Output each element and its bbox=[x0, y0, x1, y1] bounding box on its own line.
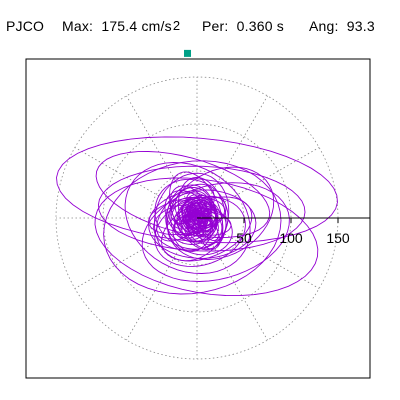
trace-loop bbox=[165, 192, 219, 245]
grid-spoke-120 bbox=[126, 95, 198, 219]
angle-readout: Ang: 93.3 bbox=[309, 18, 375, 34]
trace-loop bbox=[173, 215, 204, 239]
radial-tick-label-50: 50 bbox=[236, 230, 252, 246]
chart-header: PJCO Max: 175.4 cm/s 2 Per: 0.360 s Ang: … bbox=[0, 18, 400, 44]
max-unit-exponent: 2 bbox=[172, 18, 181, 33]
trace-loop bbox=[141, 182, 290, 282]
trace-loop bbox=[166, 166, 275, 260]
trace-loop bbox=[97, 165, 306, 252]
trace-loop bbox=[176, 200, 203, 237]
period-readout: Per: 0.360 s bbox=[202, 18, 284, 34]
max-readout: Max: 175.4 cm/s 2 bbox=[62, 18, 180, 34]
max-label: Max: bbox=[62, 18, 94, 34]
grid-spoke-240 bbox=[126, 217, 198, 341]
angle-value: 93.3 bbox=[346, 18, 375, 34]
trace-loop bbox=[95, 151, 271, 238]
grid-spoke-210 bbox=[74, 217, 198, 289]
motion-trace bbox=[56, 136, 338, 297]
radial-tick-label-100: 100 bbox=[279, 230, 303, 246]
period-value: 0.360 s bbox=[236, 18, 284, 34]
station-code: PJCO bbox=[6, 18, 45, 34]
angle-label: Ang: bbox=[309, 18, 339, 34]
grid-spoke-60 bbox=[196, 95, 268, 219]
grid-spoke-150 bbox=[74, 147, 198, 219]
period-label: Per: bbox=[202, 18, 229, 34]
trace-loop bbox=[168, 200, 198, 230]
trace-loop bbox=[148, 189, 257, 259]
radial-tick-label-150: 150 bbox=[326, 230, 350, 246]
trace-loop bbox=[169, 171, 224, 251]
trace-loop bbox=[153, 172, 230, 262]
trace-loop bbox=[56, 136, 338, 244]
trace-loop bbox=[124, 162, 251, 274]
grid-spoke-30 bbox=[196, 147, 320, 219]
peak-marker-layer bbox=[184, 49, 192, 57]
radial-axis: 50 100 150 bbox=[197, 217, 370, 246]
trace-loop bbox=[184, 218, 195, 230]
grid-spoke-300 bbox=[196, 217, 268, 341]
grid-spoke-330 bbox=[196, 217, 320, 289]
max-value: 175.4 bbox=[101, 18, 138, 34]
trace-loop bbox=[154, 178, 229, 250]
max-unit: cm/s bbox=[141, 18, 172, 34]
peak-marker bbox=[184, 49, 192, 57]
trace-loop bbox=[192, 205, 209, 223]
